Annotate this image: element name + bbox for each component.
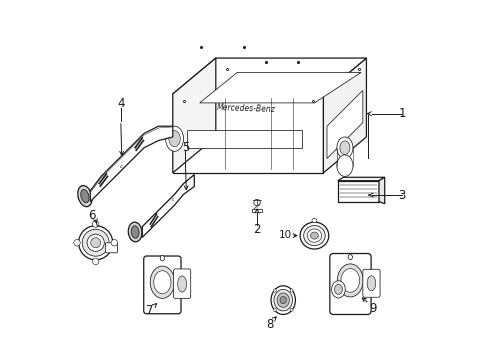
Text: c: c (171, 197, 174, 202)
Polygon shape (251, 209, 262, 212)
Ellipse shape (273, 308, 276, 311)
Ellipse shape (153, 271, 171, 294)
Text: Mercedes-Benz: Mercedes-Benz (217, 103, 276, 114)
Ellipse shape (131, 226, 139, 238)
Ellipse shape (79, 226, 112, 260)
Ellipse shape (280, 297, 286, 304)
Text: 8: 8 (265, 318, 273, 331)
Ellipse shape (310, 232, 318, 239)
Ellipse shape (165, 126, 183, 151)
Ellipse shape (92, 258, 99, 265)
FancyBboxPatch shape (173, 269, 190, 298)
Polygon shape (323, 58, 366, 173)
Polygon shape (199, 72, 360, 103)
Ellipse shape (334, 284, 342, 294)
Ellipse shape (87, 234, 104, 251)
Ellipse shape (337, 264, 363, 297)
Ellipse shape (128, 222, 142, 242)
Ellipse shape (111, 239, 117, 246)
Ellipse shape (273, 289, 276, 292)
Ellipse shape (347, 255, 352, 260)
Polygon shape (172, 58, 215, 173)
FancyBboxPatch shape (362, 269, 379, 297)
Ellipse shape (277, 293, 289, 307)
Ellipse shape (336, 137, 352, 158)
Ellipse shape (92, 221, 99, 227)
Text: 10: 10 (278, 230, 291, 239)
Ellipse shape (306, 229, 321, 242)
Text: c: c (119, 164, 122, 169)
Text: 5: 5 (181, 140, 189, 153)
Ellipse shape (168, 131, 180, 147)
Ellipse shape (311, 219, 316, 223)
Ellipse shape (331, 281, 345, 298)
Ellipse shape (177, 276, 186, 292)
Ellipse shape (270, 286, 295, 315)
Polygon shape (337, 177, 384, 181)
Ellipse shape (339, 141, 349, 154)
FancyBboxPatch shape (329, 253, 370, 315)
Text: 7: 7 (146, 304, 154, 317)
Polygon shape (172, 94, 323, 173)
Ellipse shape (82, 229, 109, 256)
Text: 2: 2 (253, 222, 260, 236)
Ellipse shape (289, 289, 292, 292)
Ellipse shape (273, 289, 292, 311)
Polygon shape (378, 177, 384, 204)
Text: 4: 4 (117, 98, 124, 111)
Ellipse shape (303, 226, 325, 246)
Ellipse shape (253, 199, 260, 206)
Ellipse shape (74, 239, 80, 246)
Ellipse shape (340, 269, 359, 292)
Polygon shape (187, 130, 301, 148)
Ellipse shape (150, 266, 174, 298)
Ellipse shape (300, 222, 328, 249)
Polygon shape (337, 181, 378, 202)
Ellipse shape (336, 155, 352, 176)
Text: 3: 3 (398, 189, 405, 202)
Polygon shape (90, 126, 172, 202)
Ellipse shape (289, 308, 292, 311)
Ellipse shape (90, 238, 101, 248)
Ellipse shape (366, 276, 375, 291)
Text: 6: 6 (88, 210, 96, 222)
Polygon shape (326, 90, 362, 158)
Ellipse shape (81, 189, 89, 203)
FancyBboxPatch shape (105, 243, 117, 253)
Ellipse shape (78, 186, 92, 207)
Polygon shape (142, 175, 194, 237)
Ellipse shape (160, 256, 164, 261)
FancyBboxPatch shape (143, 256, 181, 314)
Polygon shape (172, 58, 366, 94)
Text: 1: 1 (398, 107, 405, 120)
Text: 9: 9 (368, 302, 376, 315)
